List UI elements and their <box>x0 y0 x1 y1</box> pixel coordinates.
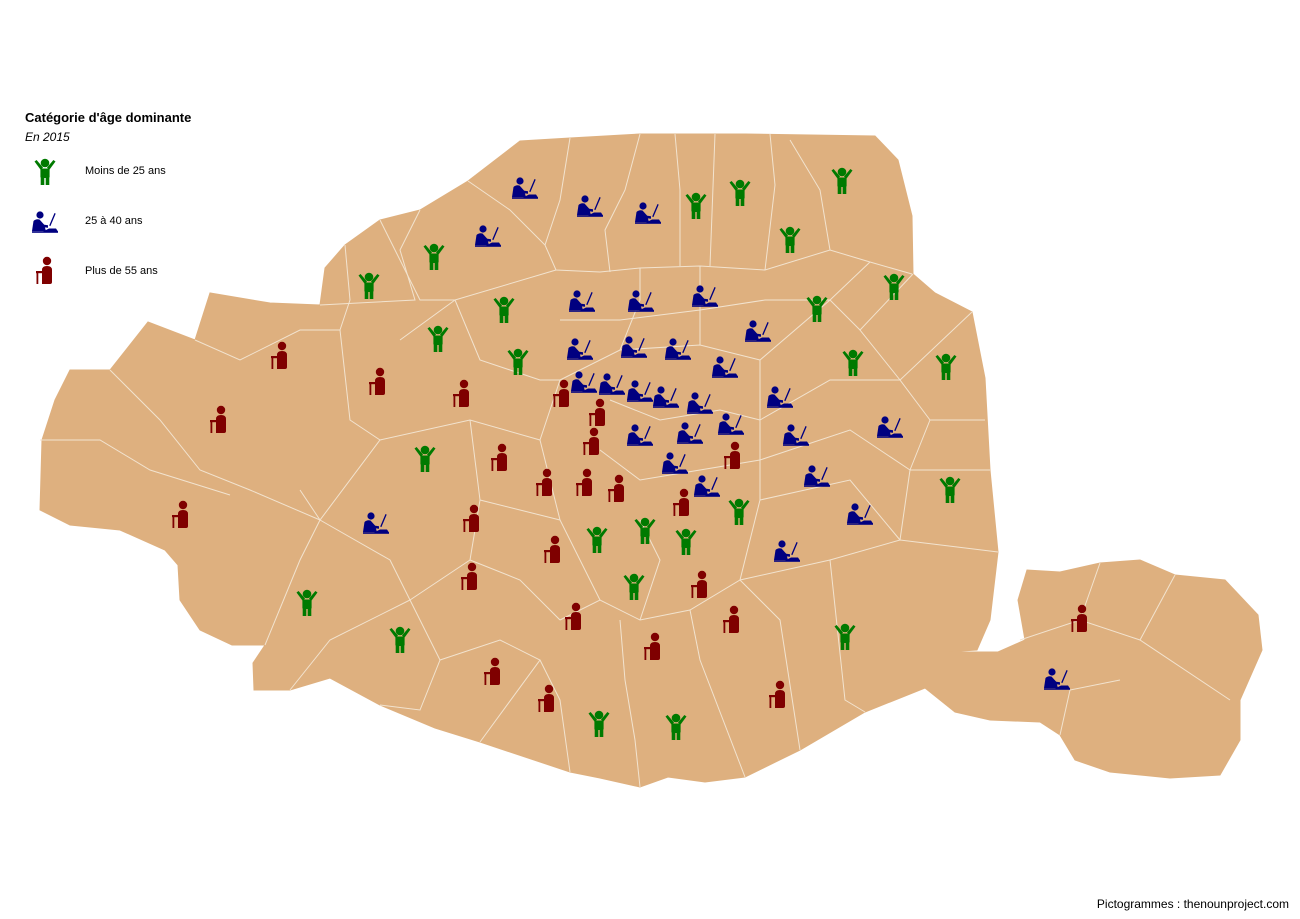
credit-text: Pictogrammes : thenounproject.com <box>1096 897 1289 911</box>
legend-label-adult: 25 à 40 ans <box>85 215 143 227</box>
map-landmass <box>39 133 1263 788</box>
legend-label-young: Moins de 25 ans <box>85 165 166 177</box>
legend-title: Catégorie d'âge dominante <box>25 110 192 125</box>
legend-subtitle: En 2015 <box>25 130 70 144</box>
paris-outline <box>39 133 1263 788</box>
legend-icon-young <box>34 158 56 185</box>
legend-label-senior: Plus de 55 ans <box>85 265 158 277</box>
legend-icon-senior <box>36 256 52 284</box>
iris-boundaries <box>40 133 1231 788</box>
legend-icon-adult <box>32 211 58 233</box>
